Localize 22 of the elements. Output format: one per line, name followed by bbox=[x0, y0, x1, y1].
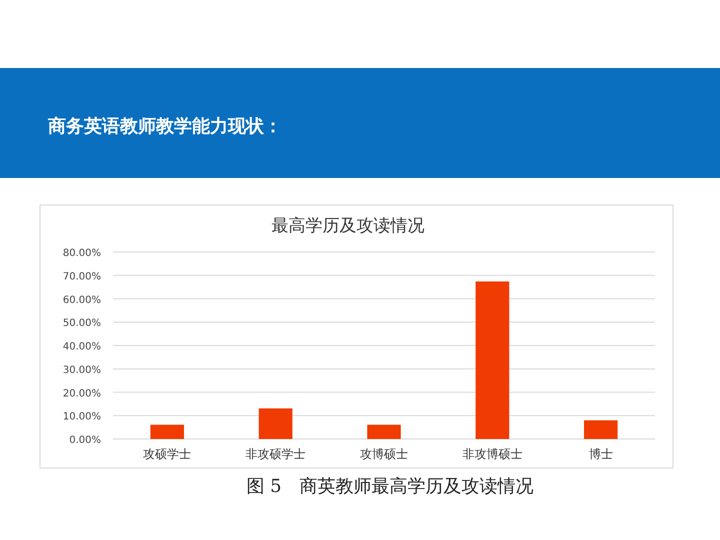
bar bbox=[258, 408, 292, 439]
x-tick-label: 博士 bbox=[588, 447, 613, 461]
bar bbox=[584, 420, 618, 439]
bar bbox=[150, 424, 184, 439]
x-tick-label: 攻博硕士 bbox=[360, 447, 408, 461]
y-tick-label: 20.00% bbox=[62, 388, 101, 400]
x-tick-label: 非攻硕学士 bbox=[246, 447, 306, 461]
x-tick-label: 攻硕学士 bbox=[143, 447, 192, 461]
y-tick-label: 30.00% bbox=[62, 364, 101, 376]
bar bbox=[367, 424, 401, 439]
chart-title: 最高学历及攻读情况 bbox=[272, 216, 424, 236]
x-tick-label: 非攻博硕士 bbox=[462, 447, 522, 461]
text: 商务英语教师教学能力现状： bbox=[47, 116, 282, 137]
y-tick-label: 80.00% bbox=[62, 248, 101, 259]
y-tick-label: 10.00% bbox=[62, 412, 101, 423]
y-tick-label: 70.00% bbox=[62, 271, 101, 282]
y-tick-label: 40.00% bbox=[62, 342, 101, 352]
y-tick-label: 60.00% bbox=[62, 294, 101, 306]
y-tick-label: 50.00% bbox=[62, 318, 101, 330]
caption: 图 5 商英教师最高学历及攻读情况 bbox=[246, 476, 534, 497]
bar bbox=[476, 281, 510, 439]
y-tick-label: 0.00% bbox=[69, 435, 101, 446]
